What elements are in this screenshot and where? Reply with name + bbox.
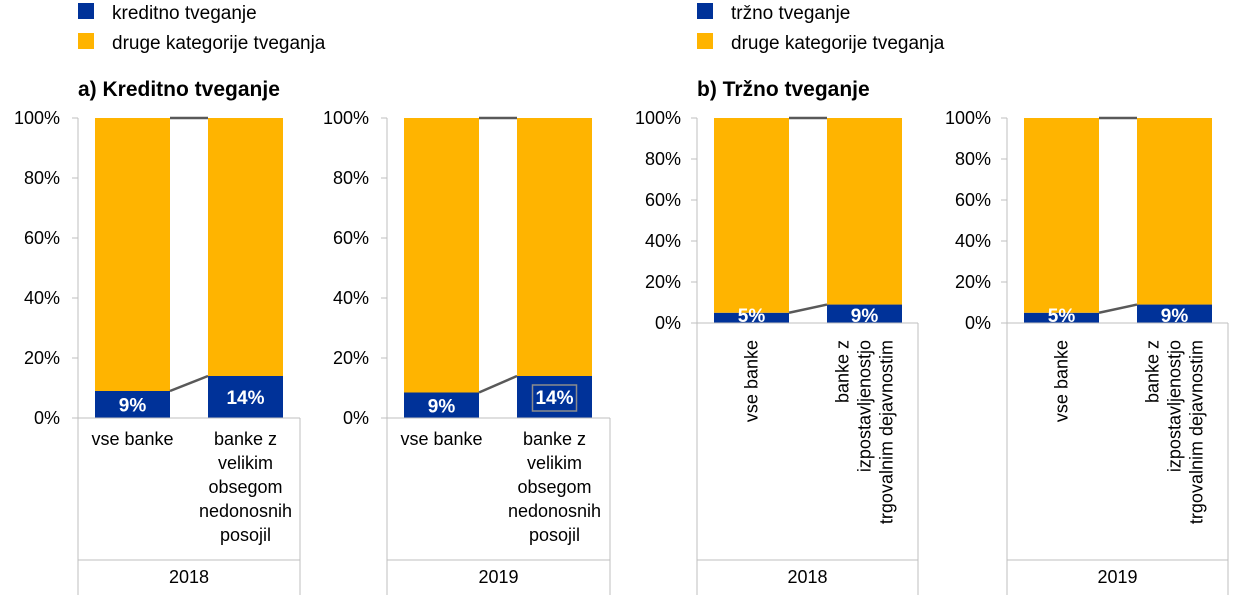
bar-primary [1024,312,1099,323]
series-line-primary [169,374,209,393]
category-label: vse banke [742,340,762,422]
group-label: 2019 [478,567,518,587]
category-label: trgovalnim dejavnostim [877,340,897,524]
bar-other [517,118,592,376]
y-tick-label: 0% [655,313,681,333]
y-tick-label: 80% [645,149,681,169]
y-tick-label: 60% [333,228,369,248]
y-tick-label: 0% [965,313,991,333]
y-tick-label: 80% [333,168,369,188]
y-tick-label: 40% [24,288,60,308]
category-label: posojil [220,525,271,545]
category-label: vse banke [1052,340,1072,422]
chart-market-2019: 0% 20% 40% 60% 80% 100% 5% 9% vse banke banke z iz… [945,108,1229,595]
panel-title-b: b) Tržno tveganje [697,78,870,101]
chart-credit-2018: 0% 20% 40% 60% 80% 100% 9% 14% vse banke banke z v… [14,108,301,595]
y-tick-label: 0% [34,408,60,428]
chart-credit-2019: 0% 20% 40% 60% 80% 100% 9% 14% vse banke banke z v… [323,108,611,595]
data-label: 9% [428,396,456,417]
legend-panel-a: kreditno tveganje druge kategorije tvega… [78,3,326,54]
y-tick-label: 60% [645,190,681,210]
data-label: 5% [738,306,766,327]
category-label: banke z [1143,340,1163,403]
category-label: banke z [833,340,853,403]
legend-label-primary-a: kreditno tveganje [112,3,257,24]
legend-swatch-secondary-b [697,33,713,49]
category-label: banke z [523,429,586,449]
legend-swatch-primary-b [697,3,713,19]
y-tick-label: 100% [945,108,991,128]
chart-market-2018: 0% 20% 40% 60% 80% 100% 5% 9% vse banke banke z iz… [635,108,919,595]
bar-primary [404,392,479,418]
y-tick-label: 100% [14,108,60,128]
bar-other [1137,118,1212,305]
y-tick-label: 40% [955,231,991,251]
bar-primary [95,391,170,418]
bar-other [1024,118,1099,313]
category-label: vse banke [91,429,173,449]
legend-swatch-secondary-a [78,33,94,49]
bar-other [208,118,283,376]
bar-primary [714,312,789,323]
category-label: posojil [529,525,580,545]
bar-other [95,118,170,391]
category-label: trgovalnim dejavnostim [1187,340,1207,524]
series-line-primary [478,374,518,394]
y-tick-label: 60% [955,190,991,210]
legend-label-secondary-a: druge kategorije tveganja [112,33,326,54]
bar-other [404,118,479,393]
panel-title-a: a) Kreditno tveganje [78,78,280,101]
y-tick-label: 40% [645,231,681,251]
category-label: nedonosnih [199,501,292,521]
category-label: velikim [527,453,582,473]
bar-primary [1137,304,1212,323]
data-label: 14% [226,388,264,409]
y-tick-label: 20% [955,272,991,292]
y-tick-label: 60% [24,228,60,248]
legend-label-primary-b: tržno tveganje [731,3,850,24]
category-label: nedonosnih [508,501,601,521]
y-tick-label: 80% [24,168,60,188]
group-label: 2018 [169,567,209,587]
data-label: 5% [1048,306,1076,327]
legend-panel-b: tržno tveganje druge kategorije tveganja [697,3,945,54]
y-tick-label: 100% [323,108,369,128]
series-line-primary [788,303,828,314]
bar-other [714,118,789,313]
category-label: obsegom [517,477,591,497]
bar-primary [827,304,902,323]
group-label: 2018 [787,567,827,587]
group-label: 2019 [1097,567,1137,587]
category-label: vse banke [400,429,482,449]
category-label: obsegom [208,477,282,497]
data-label: 9% [851,306,879,327]
category-label: velikim [218,453,273,473]
legend-swatch-primary-a [78,3,94,19]
data-label: 9% [1161,306,1189,327]
bar-other [827,118,902,305]
legend-label-secondary-b: druge kategorije tveganja [731,33,945,54]
data-label-highlight-box [531,384,578,412]
y-tick-label: 100% [635,108,681,128]
category-label: izpostavljenostjo [855,340,875,472]
category-label: banke z [214,429,277,449]
y-tick-label: 20% [645,272,681,292]
y-tick-label: 20% [24,348,60,368]
y-tick-label: 80% [955,149,991,169]
bar-primary [208,376,283,418]
data-label: 9% [119,396,147,417]
category-label: izpostavljenostjo [1165,340,1185,472]
y-tick-label: 20% [333,348,369,368]
series-line-primary [1098,303,1138,314]
y-tick-label: 0% [343,408,369,428]
y-tick-label: 40% [333,288,369,308]
data-label: 14% [535,388,573,409]
